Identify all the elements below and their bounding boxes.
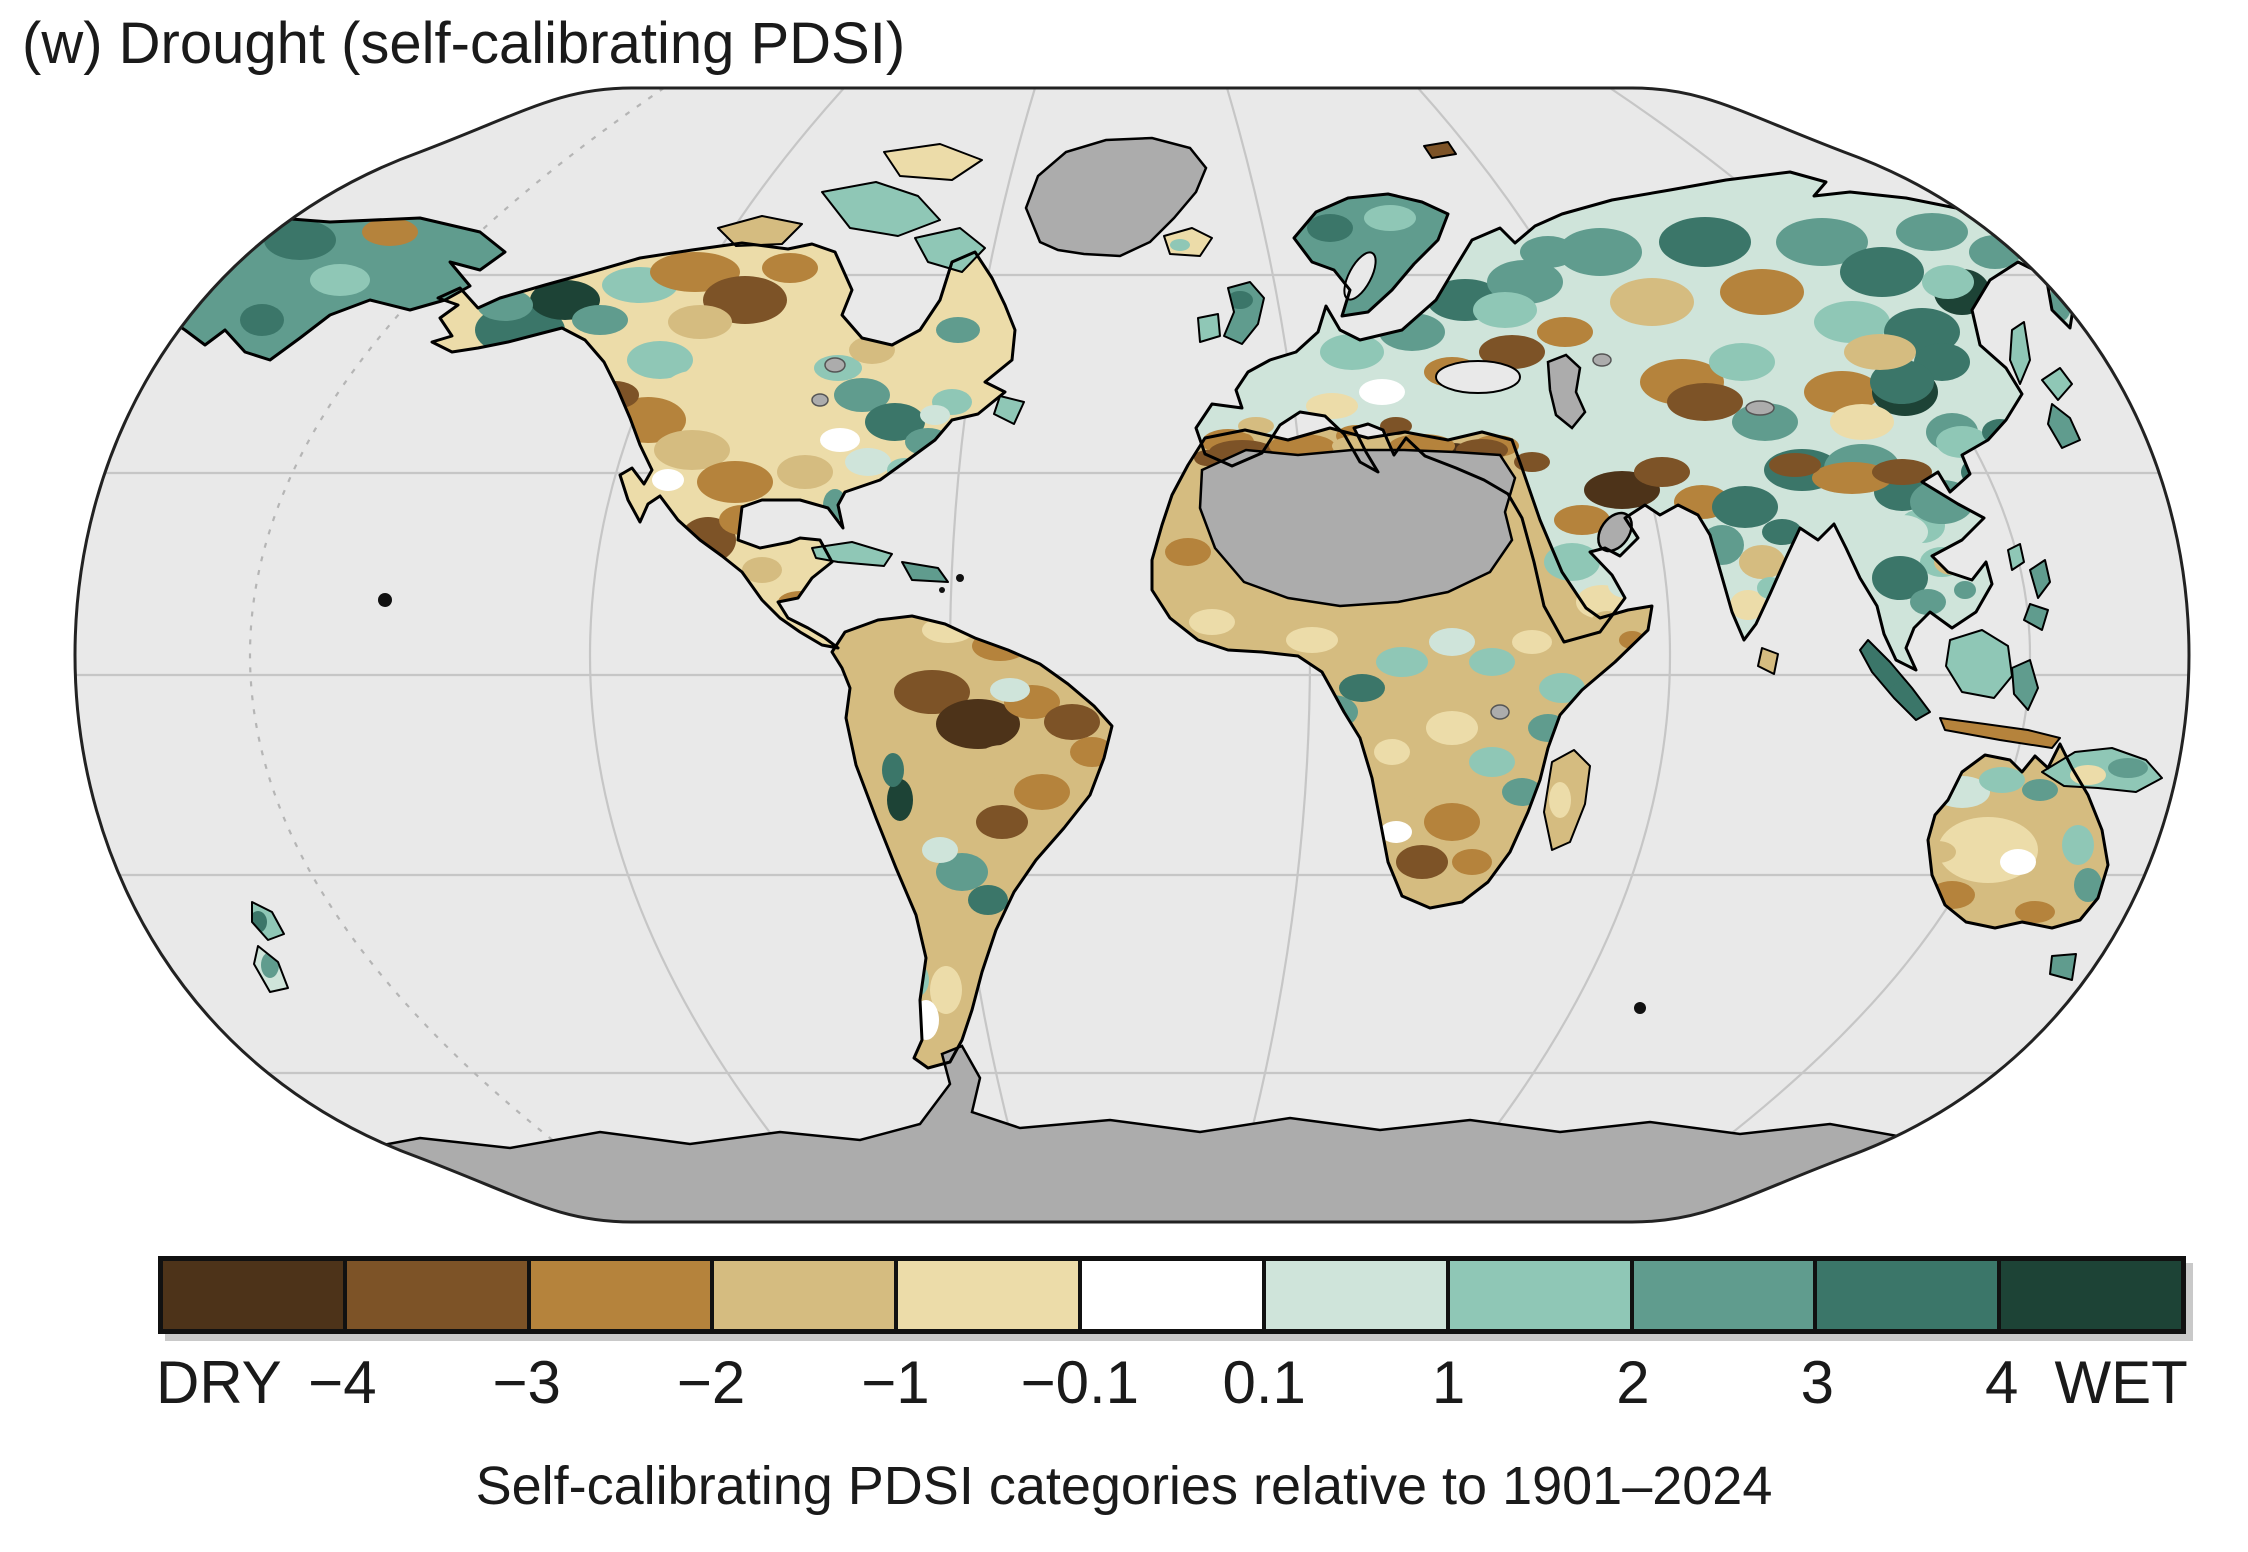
colorbar-tick-label: −0.1 bbox=[1020, 1349, 1140, 1416]
colorbar-segment bbox=[526, 1261, 711, 1329]
colorbar-segment bbox=[1813, 1261, 1998, 1329]
colorbar-tick-label: −1 bbox=[861, 1349, 930, 1416]
figure-caption: Self-calibrating PDSI categories relativ… bbox=[475, 1456, 1773, 1516]
colorbar-tick-label: 0.1 bbox=[1222, 1349, 1306, 1416]
colorbar-segment bbox=[163, 1261, 343, 1329]
black-sea bbox=[1435, 360, 1521, 394]
hawaii-island bbox=[378, 593, 392, 607]
colorbar-segment bbox=[342, 1261, 527, 1329]
colorbar-segment bbox=[1078, 1261, 1262, 1329]
colorbar-segment bbox=[710, 1261, 895, 1329]
colorbar-segment bbox=[1445, 1261, 1630, 1329]
colorbar-segment bbox=[894, 1261, 1079, 1329]
colorbar-tick-label: −4 bbox=[308, 1349, 377, 1416]
dateline-graticule bbox=[248, 88, 665, 1222]
colorbar-tick-label: −3 bbox=[492, 1349, 561, 1416]
colorbar-tick-label: 3 bbox=[1800, 1349, 1834, 1416]
no-data-regions bbox=[75, 136, 2182, 1222]
colorbar-segment bbox=[1997, 1261, 2181, 1329]
colorbar-tick-label: 2 bbox=[1616, 1349, 1650, 1416]
kerguelen-island bbox=[1634, 1002, 1646, 1014]
figure-title: (w) Drought (self-calibrating PDSI) bbox=[22, 11, 906, 76]
colorbar-segment bbox=[1261, 1261, 1446, 1329]
colorbar-segment bbox=[1629, 1261, 1814, 1329]
colorbar-tick-label: 1 bbox=[1431, 1349, 1466, 1416]
colorbar-tick-label: 4 bbox=[1984, 1349, 2019, 1416]
colorbar-wet-label: WET bbox=[2054, 1349, 2188, 1416]
colorbar bbox=[158, 1256, 2186, 1334]
colorbar-labels: DRY −4 −3 −2 −1 −0.1 0.1 1 2 3 4 WET bbox=[156, 1348, 2188, 1420]
colorbar-tick-label: −2 bbox=[676, 1349, 746, 1416]
colorbar-dry-label: DRY bbox=[156, 1349, 282, 1416]
